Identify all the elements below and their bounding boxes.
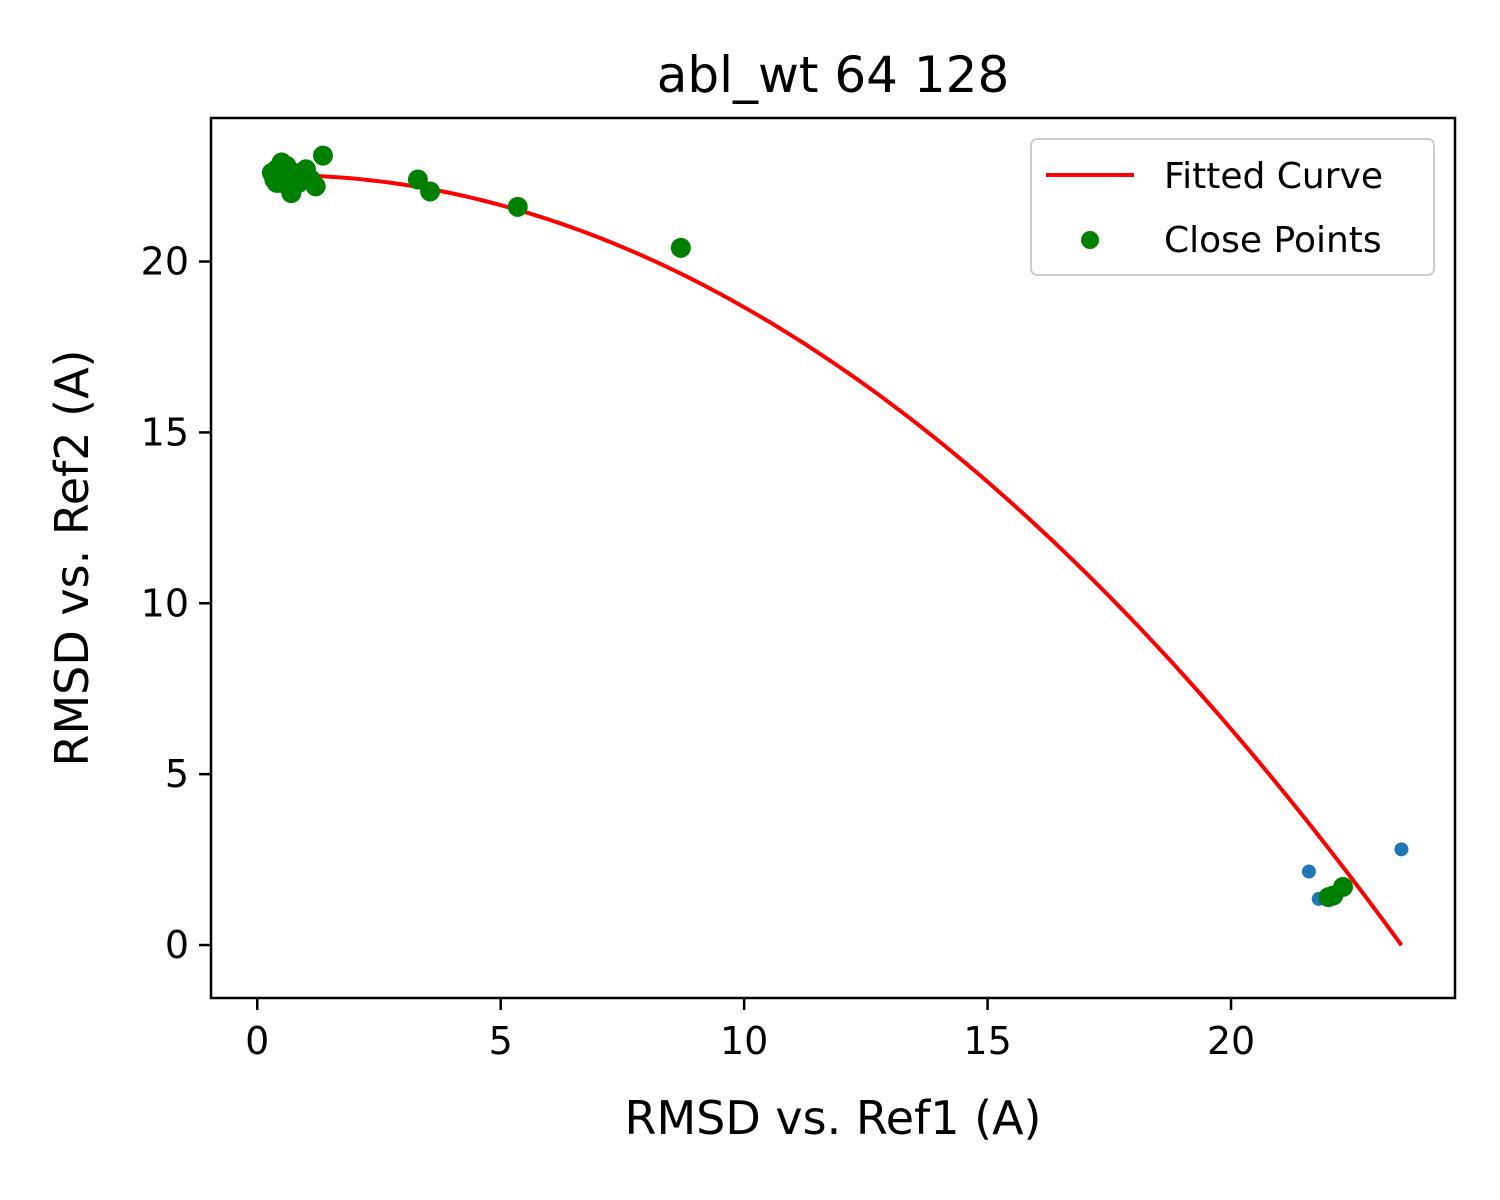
x-tick-label: 0 <box>245 1019 269 1063</box>
close-point <box>507 196 528 217</box>
x-tick-label: 15 <box>963 1019 1011 1063</box>
close-point <box>281 183 302 204</box>
legend-close-points-swatch <box>1081 231 1099 249</box>
y-tick-label: 5 <box>165 752 189 796</box>
x-tick-label: 5 <box>489 1019 513 1063</box>
close-point <box>271 152 292 173</box>
legend-fitted-curve-label: Fitted Curve <box>1164 156 1383 197</box>
legend-close-points-label: Close Points <box>1164 220 1382 261</box>
data-point <box>1394 842 1409 857</box>
close-point <box>1333 876 1354 897</box>
plot-area-frame <box>209 116 1457 1000</box>
x-tick-label: 20 <box>1207 1019 1255 1063</box>
close-point <box>420 181 441 202</box>
y-tick-label: 0 <box>165 923 189 967</box>
close-point <box>670 237 691 258</box>
y-tick-label: 20 <box>141 240 189 284</box>
legend: Fitted Curve Close Points <box>1030 138 1435 276</box>
chart-title: abl_wt 64 128 <box>657 46 1010 104</box>
x-axis-title: RMSD vs. Ref1 (A) <box>625 1091 1042 1145</box>
close-point <box>266 172 287 193</box>
close-point <box>305 176 326 197</box>
y-tick-label: 10 <box>141 581 189 625</box>
close-point <box>312 145 333 166</box>
data-point <box>1301 864 1316 879</box>
y-tick-label: 15 <box>141 410 189 454</box>
x-tick-label: 10 <box>720 1019 768 1063</box>
y-axis-title: RMSD vs. Ref2 (A) <box>45 350 99 767</box>
fitted-curve-line <box>266 173 1404 947</box>
